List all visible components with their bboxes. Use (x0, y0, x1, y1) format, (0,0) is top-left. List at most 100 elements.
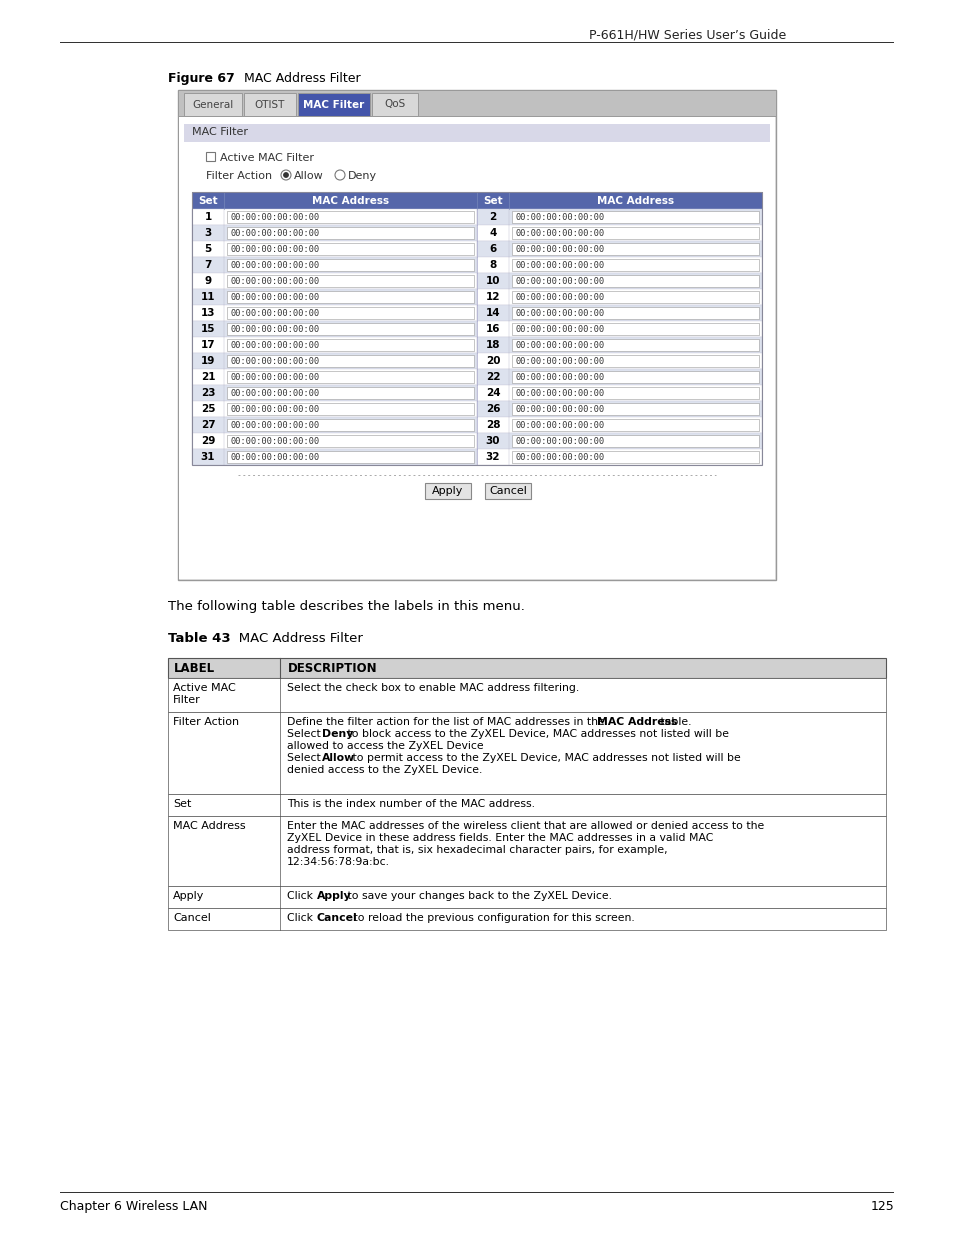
Text: 00:00:00:00:00:00: 00:00:00:00:00:00 (231, 389, 320, 398)
Bar (476, 401, 761, 417)
Text: 11: 11 (200, 291, 215, 303)
Bar (512, 259, 759, 270)
Bar (192, 353, 476, 369)
Bar (512, 227, 759, 240)
Text: MAC Address: MAC Address (597, 718, 677, 727)
Text: This is the index number of the MAC address.: This is the index number of the MAC addr… (287, 799, 535, 809)
Bar (244, 93, 295, 116)
Text: 00:00:00:00:00:00: 00:00:00:00:00:00 (516, 228, 604, 237)
Bar (512, 370, 759, 383)
Text: 00:00:00:00:00:00: 00:00:00:00:00:00 (231, 436, 320, 446)
Text: Allow: Allow (294, 170, 323, 182)
Text: Filter Action: Filter Action (206, 170, 272, 182)
Text: Active MAC Filter: Active MAC Filter (220, 153, 314, 163)
Bar (168, 908, 885, 930)
Text: MAC Address: MAC Address (597, 195, 674, 205)
Text: DESCRIPTION: DESCRIPTION (288, 662, 377, 676)
Bar (227, 435, 474, 447)
Text: 3: 3 (204, 228, 212, 238)
Text: 00:00:00:00:00:00: 00:00:00:00:00:00 (231, 405, 320, 414)
Text: table.: table. (657, 718, 691, 727)
Text: MAC Address: MAC Address (312, 195, 389, 205)
Bar (206, 152, 214, 161)
Bar (192, 225, 476, 241)
Text: Define the filter action for the list of MAC addresses in the: Define the filter action for the list of… (287, 718, 608, 727)
Bar (168, 713, 885, 794)
Text: MAC Address Filter: MAC Address Filter (235, 72, 360, 85)
Text: MAC Address: MAC Address (172, 821, 245, 831)
Text: 00:00:00:00:00:00: 00:00:00:00:00:00 (516, 357, 604, 366)
Text: Click: Click (287, 890, 316, 902)
Bar (512, 403, 759, 415)
Text: denied access to the ZyXEL Device.: denied access to the ZyXEL Device. (287, 764, 482, 776)
Text: LABEL: LABEL (173, 662, 214, 676)
Text: 17: 17 (200, 340, 215, 350)
Text: Set: Set (172, 799, 192, 809)
Bar (192, 417, 476, 433)
Text: Deny: Deny (348, 170, 376, 182)
Text: to reload the previous configuration for this screen.: to reload the previous configuration for… (350, 913, 634, 923)
Bar (227, 291, 474, 303)
Bar (227, 451, 474, 463)
Bar (476, 305, 761, 321)
Bar (192, 337, 476, 353)
Bar (192, 257, 476, 273)
Text: 00:00:00:00:00:00: 00:00:00:00:00:00 (516, 325, 604, 333)
Text: QoS: QoS (384, 100, 405, 110)
Text: address format, that is, six hexadecimal character pairs, for example,: address format, that is, six hexadecimal… (287, 845, 667, 855)
Bar (227, 419, 474, 431)
Text: 4: 4 (489, 228, 497, 238)
Bar (512, 308, 759, 319)
Text: to save your changes back to the ZyXEL Device.: to save your changes back to the ZyXEL D… (344, 890, 612, 902)
Text: General: General (193, 100, 233, 110)
Text: 5: 5 (204, 245, 212, 254)
Bar (192, 289, 476, 305)
Text: Click: Click (287, 913, 316, 923)
Bar (512, 387, 759, 399)
Text: 00:00:00:00:00:00: 00:00:00:00:00:00 (231, 261, 320, 269)
Text: 00:00:00:00:00:00: 00:00:00:00:00:00 (516, 389, 604, 398)
Text: Filter Action: Filter Action (172, 718, 239, 727)
Circle shape (335, 170, 345, 180)
Bar (168, 885, 885, 908)
Bar (192, 191, 761, 209)
Text: MAC Address Filter: MAC Address Filter (226, 632, 362, 645)
Text: 20: 20 (485, 356, 499, 366)
Text: Set: Set (482, 195, 502, 205)
Bar (168, 658, 885, 678)
Bar (192, 241, 476, 257)
Bar (476, 241, 761, 257)
Bar (168, 816, 885, 885)
Text: 00:00:00:00:00:00: 00:00:00:00:00:00 (516, 373, 604, 382)
Text: 2: 2 (489, 212, 497, 222)
Text: 31: 31 (200, 452, 215, 462)
Text: Figure 67: Figure 67 (168, 72, 234, 85)
Bar (476, 337, 761, 353)
Text: P-661H/HW Series User’s Guide: P-661H/HW Series User’s Guide (588, 28, 785, 41)
Text: 7: 7 (204, 261, 212, 270)
Bar (192, 369, 476, 385)
Bar (178, 90, 775, 580)
Text: 00:00:00:00:00:00: 00:00:00:00:00:00 (231, 228, 320, 237)
Bar (192, 401, 476, 417)
Bar (227, 275, 474, 287)
Text: Cancel: Cancel (172, 913, 211, 923)
Text: Select the check box to enable MAC address filtering.: Select the check box to enable MAC addre… (287, 683, 578, 693)
Text: OTIST: OTIST (254, 100, 285, 110)
Text: 15: 15 (200, 324, 215, 333)
Bar (512, 435, 759, 447)
Text: 1: 1 (204, 212, 212, 222)
Text: MAC Filter: MAC Filter (192, 127, 248, 137)
Text: 00:00:00:00:00:00: 00:00:00:00:00:00 (516, 436, 604, 446)
Text: 10: 10 (485, 275, 499, 287)
Bar (227, 338, 474, 351)
Text: 00:00:00:00:00:00: 00:00:00:00:00:00 (231, 309, 320, 317)
Bar (424, 483, 471, 499)
Text: 25: 25 (200, 404, 215, 414)
Bar (192, 191, 761, 466)
Text: Cancel: Cancel (489, 487, 526, 496)
Bar (476, 353, 761, 369)
Bar (512, 419, 759, 431)
Text: to block access to the ZyXEL Device, MAC addresses not listed will be: to block access to the ZyXEL Device, MAC… (344, 729, 728, 739)
Bar (476, 225, 761, 241)
